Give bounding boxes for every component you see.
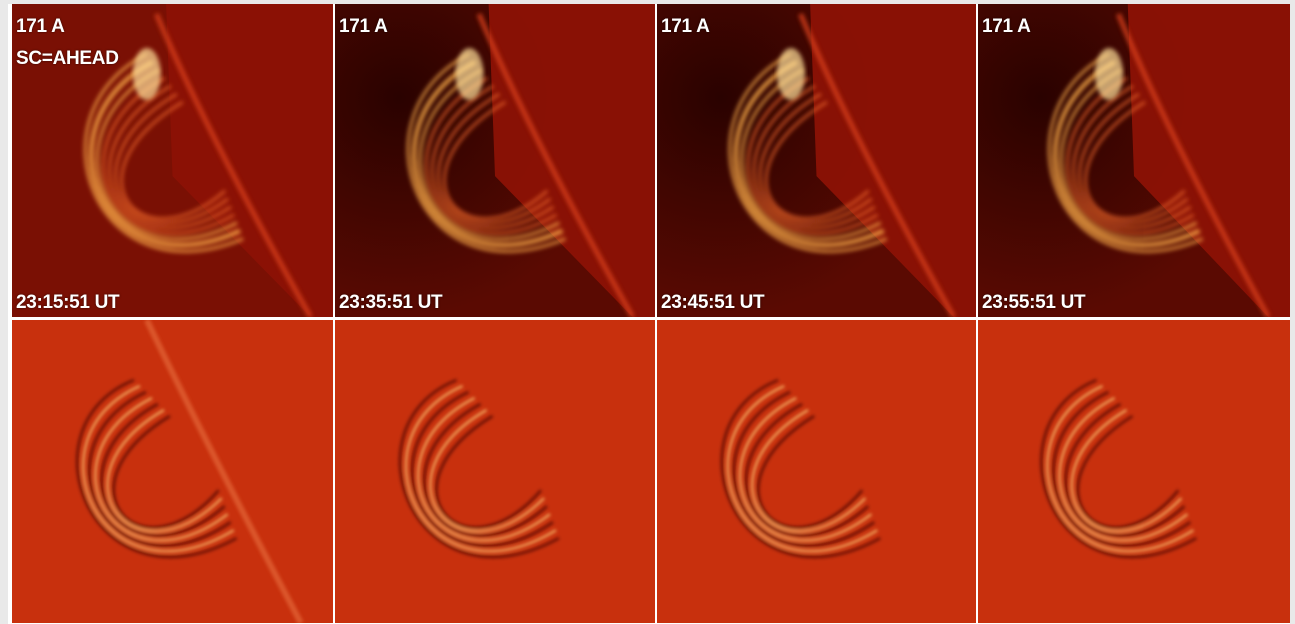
timestamp-label: 23:35:51 UT [339,292,443,313]
solar-loop-image [978,4,1290,317]
solar-loop-image [657,4,976,317]
euv-intensity-panel: 171 A 23:45:51 UT [657,4,976,317]
wavelength-label: 171 A [339,16,388,37]
solar-loop-image [335,4,655,317]
timestamp-label: 23:15:51 UT [16,292,120,313]
difference-loop-image [335,320,655,623]
image-grid: 171 A SC=AHEAD 23:15:51 UT 171 A 23:35:51 UT… [8,4,1290,624]
difference-image-panel [12,320,333,623]
spacecraft-label: SC=AHEAD [16,48,119,69]
wavelength-label: 171 A [982,16,1031,37]
euv-intensity-panel: 171 A SC=AHEAD 23:15:51 UT [12,4,333,317]
euv-intensity-panel: 171 A 23:55:51 UT [978,4,1290,317]
solar-loop-image [12,4,333,317]
timestamp-label: 23:45:51 UT [661,292,765,313]
euv-intensity-panel: 171 A 23:35:51 UT [335,4,655,317]
difference-loop-image [12,320,333,623]
difference-loop-image [978,320,1290,623]
difference-image-panel [978,320,1290,623]
difference-loop-image [657,320,976,623]
wavelength-label: 171 A [661,16,710,37]
wavelength-label: 171 A [16,16,65,37]
timestamp-label: 23:55:51 UT [982,292,1086,313]
difference-image-panel [657,320,976,623]
difference-image-panel [335,320,655,623]
